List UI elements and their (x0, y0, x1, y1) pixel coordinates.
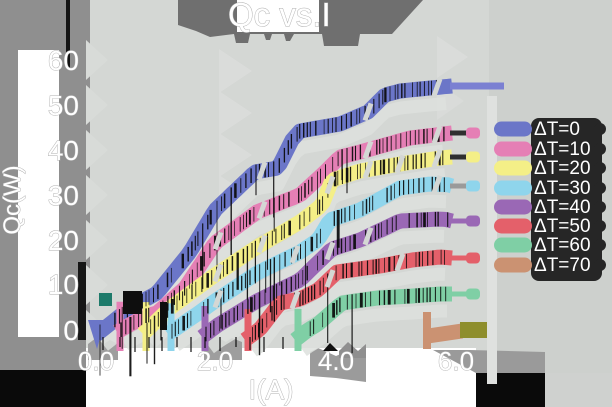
svg-text:Qc vs.I: Qc vs.I (228, 0, 331, 33)
svg-text:ΔT=20: ΔT=20 (534, 158, 591, 179)
svg-text:ΔT=70: ΔT=70 (534, 255, 591, 276)
svg-text:Qc(W): Qc(W) (0, 165, 26, 234)
svg-text:0.0: 0.0 (78, 346, 114, 376)
svg-text:ΔT=10: ΔT=10 (534, 139, 591, 160)
svg-text:6.0: 6.0 (438, 346, 474, 376)
svg-text:ΔT=0: ΔT=0 (534, 119, 580, 140)
svg-text:60: 60 (48, 45, 79, 76)
svg-text:40: 40 (48, 135, 79, 166)
svg-text:4.0: 4.0 (318, 346, 354, 376)
svg-text:30: 30 (48, 180, 79, 211)
svg-text:50: 50 (48, 90, 79, 121)
svg-text:ΔT=30: ΔT=30 (534, 178, 591, 199)
svg-text:ΔT=60: ΔT=60 (534, 235, 591, 256)
svg-text:ΔT=50: ΔT=50 (534, 216, 591, 237)
svg-text:ΔT=40: ΔT=40 (534, 197, 591, 218)
svg-text:20: 20 (48, 225, 79, 256)
svg-text:10: 10 (48, 269, 79, 300)
svg-text:I(A): I(A) (248, 374, 293, 405)
svg-text:2.0: 2.0 (197, 346, 233, 376)
svg-text:0: 0 (63, 315, 79, 346)
